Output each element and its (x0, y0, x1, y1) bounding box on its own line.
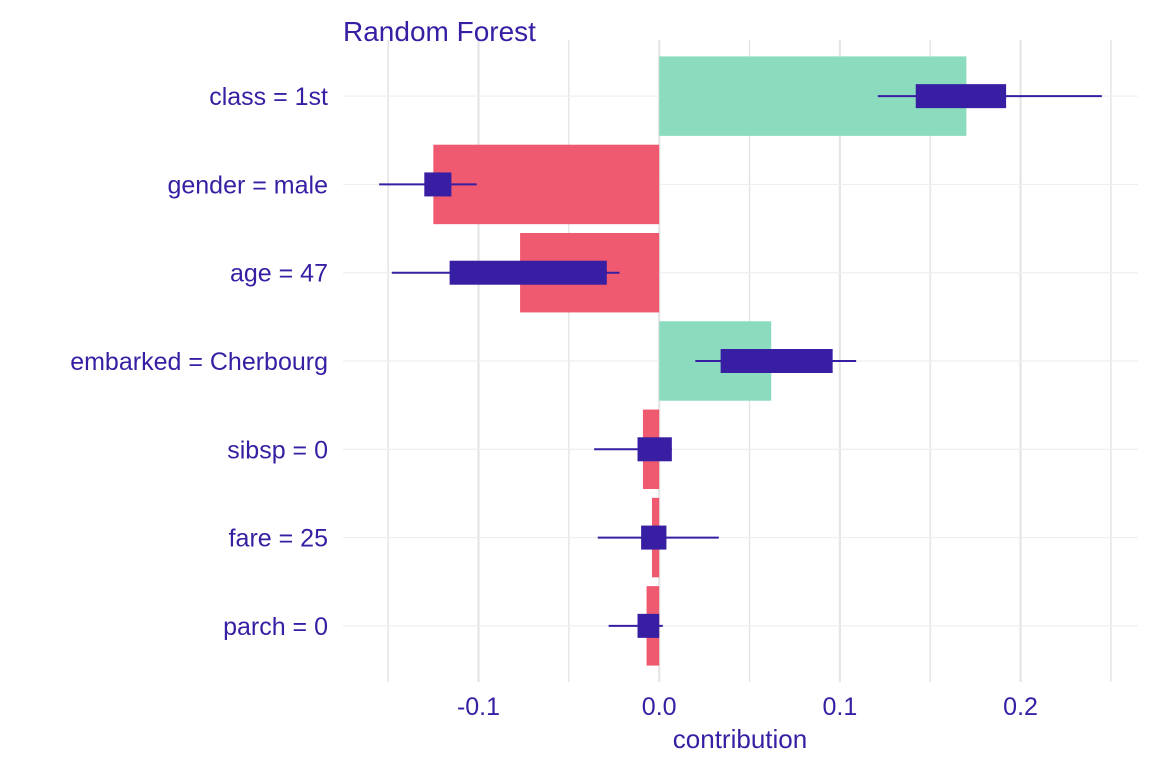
boxplot-box-2 (449, 260, 607, 285)
boxplot-box-5 (641, 525, 667, 550)
x-axis-title: contribution (673, 724, 807, 754)
category-label: embarked = Cherbourg (70, 348, 328, 376)
x-axis-labels: -0.1 0.0 0.1 0.2 (457, 693, 1038, 721)
boxplots (379, 84, 1102, 638)
x-tick-label: -0.1 (457, 693, 500, 721)
category-label: fare = 25 (229, 525, 328, 553)
boxplot-box-6 (637, 613, 660, 638)
boxplot-box-3 (720, 349, 833, 373)
boxplot-box-1 (424, 172, 452, 197)
category-label: parch = 0 (223, 613, 328, 641)
boxplot-box-4 (637, 437, 672, 462)
x-tick-label: 0.1 (822, 693, 857, 721)
y-axis-labels: class = 1st gender = male age = 47 embarked… (70, 83, 328, 641)
category-label: age = 47 (230, 260, 328, 288)
category-label: sibsp = 0 (227, 436, 328, 464)
category-label: gender = male (167, 171, 328, 199)
category-label: class = 1st (209, 83, 328, 111)
chart-title: Random Forest (343, 16, 536, 47)
boxplot-box-0 (915, 84, 1007, 109)
x-tick-label: 0.2 (1003, 693, 1038, 721)
bars (433, 56, 967, 666)
x-tick-label: 0.0 (642, 693, 677, 721)
